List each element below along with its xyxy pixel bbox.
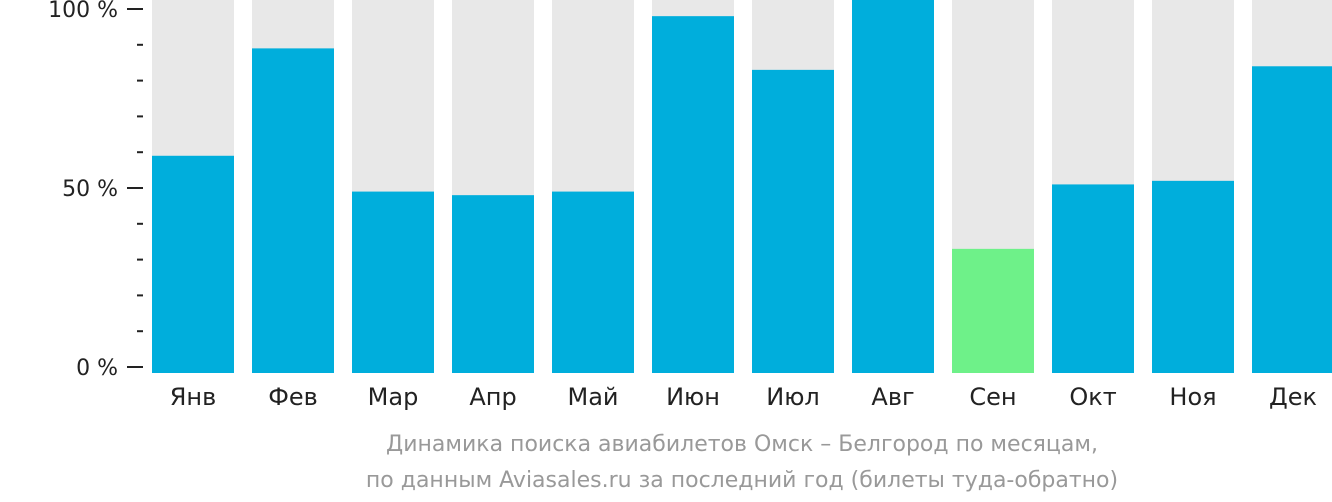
bar xyxy=(952,248,1034,373)
x-tick-label: Фев xyxy=(268,383,318,411)
x-tick-label: Дек xyxy=(1269,383,1317,411)
bar xyxy=(1152,180,1234,373)
x-tick-label: Июл xyxy=(766,383,820,411)
bar xyxy=(752,69,834,374)
bar xyxy=(1252,66,1332,373)
bar xyxy=(352,191,434,373)
bar xyxy=(452,195,534,373)
bar xyxy=(252,48,334,373)
y-tick-label: 50 % xyxy=(62,177,118,202)
bar xyxy=(1052,184,1134,373)
x-tick-label: Апр xyxy=(469,383,516,411)
x-tick-label: Янв xyxy=(170,383,217,411)
x-tick-label: Авг xyxy=(871,383,914,411)
x-tick-label: Мар xyxy=(368,383,419,411)
x-tick-label: Сен xyxy=(969,383,1016,411)
y-tick-label: 0 % xyxy=(76,356,118,381)
x-tick-label: Май xyxy=(567,383,618,411)
x-tick-label: Окт xyxy=(1069,383,1116,411)
bar xyxy=(652,16,734,373)
chart-caption-line-2: по данным Aviasales.ru за последний год … xyxy=(365,468,1119,493)
chart-caption-line-1: Динамика поиска авиабилетов Омск – Белго… xyxy=(386,432,1098,457)
x-tick-label: Июн xyxy=(666,383,720,411)
y-tick-label: 100 % xyxy=(48,0,118,23)
x-tick-label: Ноя xyxy=(1169,383,1216,411)
bar xyxy=(152,155,234,373)
bar xyxy=(852,0,934,373)
bar xyxy=(552,191,634,373)
